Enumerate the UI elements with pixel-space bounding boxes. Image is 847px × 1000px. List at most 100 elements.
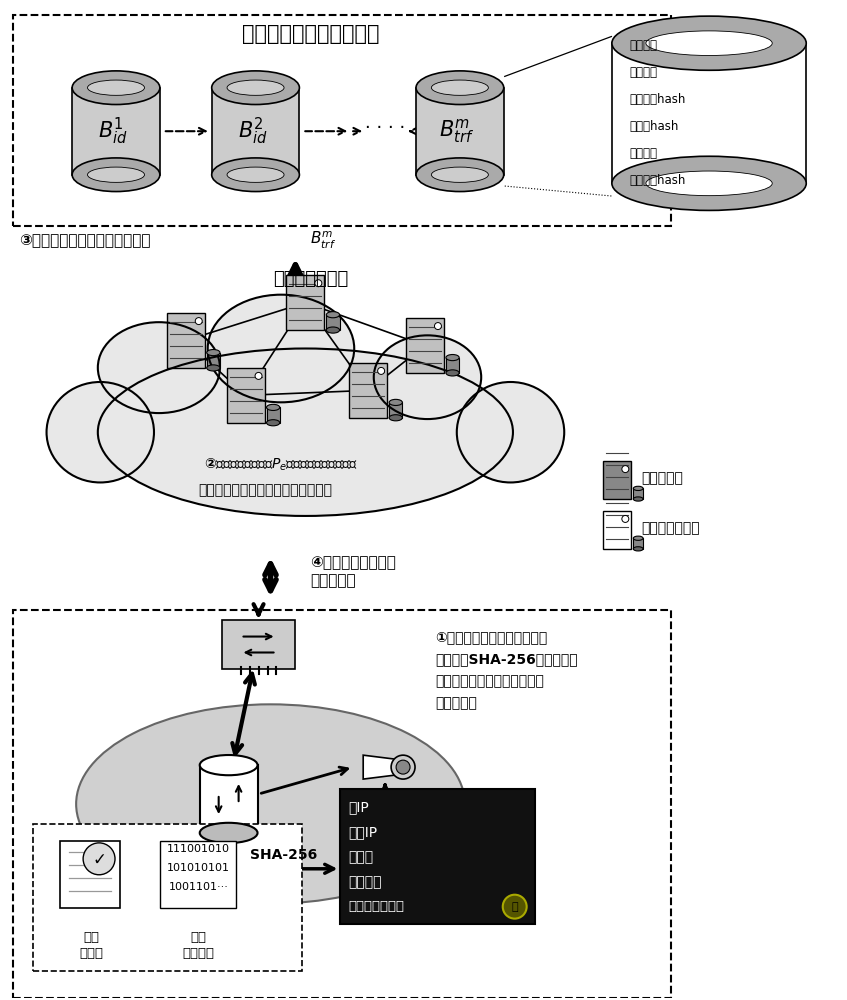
Text: 业务信息hash: 业务信息hash (629, 174, 686, 187)
Circle shape (255, 372, 262, 379)
FancyBboxPatch shape (634, 488, 643, 499)
FancyBboxPatch shape (286, 275, 324, 330)
Circle shape (503, 895, 527, 919)
FancyBboxPatch shape (446, 358, 459, 373)
Circle shape (378, 367, 385, 374)
Ellipse shape (431, 167, 489, 182)
FancyBboxPatch shape (349, 363, 387, 418)
Text: ②检索请求节点公钥$P_e$完成自签名证书验证，: ②检索请求节点公钥$P_e$完成自签名证书验证， (203, 457, 357, 473)
Text: · · · ·: · · · · (365, 119, 405, 137)
Circle shape (391, 755, 415, 779)
Text: ④业务流序号及业务
流执行许可: ④业务流序号及业务 流执行许可 (310, 556, 396, 588)
FancyBboxPatch shape (340, 789, 534, 924)
Ellipse shape (212, 71, 299, 105)
Text: 自签名: 自签名 (79, 947, 103, 960)
Text: ③对业务请求信息生成业务区块: ③对业务请求信息生成业务区块 (19, 233, 151, 248)
FancyBboxPatch shape (406, 318, 444, 373)
Ellipse shape (267, 420, 280, 426)
Ellipse shape (47, 382, 154, 482)
FancyBboxPatch shape (267, 407, 280, 423)
Ellipse shape (97, 348, 513, 516)
Circle shape (622, 515, 628, 522)
Text: 与自签名证书一同上传至分布: 与自签名证书一同上传至分布 (435, 674, 544, 688)
FancyBboxPatch shape (222, 620, 296, 669)
FancyBboxPatch shape (389, 402, 402, 418)
Ellipse shape (227, 80, 284, 95)
Ellipse shape (446, 354, 459, 361)
Text: 业务流请求数据: 业务流请求数据 (348, 900, 404, 913)
Text: 前一个块hash: 前一个块hash (629, 93, 686, 106)
FancyBboxPatch shape (167, 313, 205, 368)
Ellipse shape (416, 158, 504, 192)
Text: 已入网节点: 已入网节点 (641, 471, 684, 485)
Ellipse shape (612, 16, 806, 70)
Text: 目的端口: 目的端口 (348, 875, 382, 889)
Ellipse shape (389, 415, 402, 421)
Text: $B_{id}^{2}$: $B_{id}^{2}$ (238, 116, 268, 147)
Ellipse shape (634, 497, 643, 501)
Ellipse shape (97, 348, 513, 516)
Ellipse shape (416, 71, 504, 105)
Ellipse shape (72, 71, 160, 105)
Text: 证书: 证书 (83, 931, 99, 944)
Polygon shape (363, 755, 395, 779)
FancyBboxPatch shape (207, 353, 220, 368)
Ellipse shape (374, 335, 481, 419)
Ellipse shape (267, 404, 280, 410)
Text: 101010101: 101010101 (167, 863, 230, 873)
Text: 分布式验证节点: 分布式验证节点 (273, 270, 348, 288)
FancyBboxPatch shape (603, 511, 631, 549)
Circle shape (83, 843, 115, 875)
Text: 业务序号: 业务序号 (629, 147, 657, 160)
Ellipse shape (212, 158, 299, 192)
FancyBboxPatch shape (72, 88, 160, 175)
Ellipse shape (76, 704, 465, 904)
FancyBboxPatch shape (612, 43, 806, 183)
Circle shape (622, 466, 628, 473)
Ellipse shape (101, 324, 217, 411)
Ellipse shape (87, 80, 145, 95)
Ellipse shape (446, 370, 459, 376)
Text: 1001101···: 1001101··· (169, 882, 229, 892)
Ellipse shape (326, 327, 340, 333)
Circle shape (196, 318, 202, 325)
Text: 业务信息: 业务信息 (183, 947, 215, 960)
Text: 结果进行SHA-256哈希映射，: 结果进行SHA-256哈希映射， (435, 652, 578, 666)
Ellipse shape (87, 167, 145, 182)
Circle shape (315, 280, 322, 287)
Ellipse shape (634, 486, 643, 491)
Text: ①对业务流数据信息加密后的: ①对业务流数据信息加密后的 (435, 631, 547, 645)
Text: 上传: 上传 (174, 836, 193, 851)
Ellipse shape (431, 80, 489, 95)
Text: $B_{trf}^{m}$: $B_{trf}^{m}$ (440, 117, 474, 145)
FancyBboxPatch shape (227, 368, 264, 423)
Ellipse shape (457, 382, 564, 482)
Ellipse shape (208, 295, 354, 402)
FancyBboxPatch shape (603, 461, 631, 499)
Ellipse shape (646, 171, 772, 196)
Text: 摘要: 摘要 (191, 931, 207, 944)
FancyBboxPatch shape (595, 430, 809, 510)
Ellipse shape (207, 365, 220, 371)
Text: ✓: ✓ (92, 851, 106, 869)
Text: 🔒: 🔒 (512, 902, 518, 912)
Ellipse shape (634, 547, 643, 551)
Ellipse shape (612, 156, 806, 210)
FancyBboxPatch shape (200, 765, 257, 833)
Circle shape (435, 323, 441, 330)
Text: 式验证节点: 式验证节点 (435, 696, 477, 710)
Text: SHA-256: SHA-256 (250, 848, 317, 862)
FancyBboxPatch shape (160, 841, 235, 908)
Ellipse shape (200, 823, 257, 843)
Ellipse shape (376, 337, 479, 417)
FancyBboxPatch shape (212, 88, 299, 175)
Text: 目的IP: 目的IP (348, 825, 378, 839)
Ellipse shape (52, 387, 148, 477)
Ellipse shape (200, 755, 257, 775)
Ellipse shape (97, 322, 220, 413)
Text: 111001010: 111001010 (167, 844, 230, 854)
FancyBboxPatch shape (14, 15, 671, 226)
Ellipse shape (646, 31, 772, 56)
Text: 新入网申请节点: 新入网申请节点 (641, 521, 700, 535)
Ellipse shape (212, 297, 351, 400)
